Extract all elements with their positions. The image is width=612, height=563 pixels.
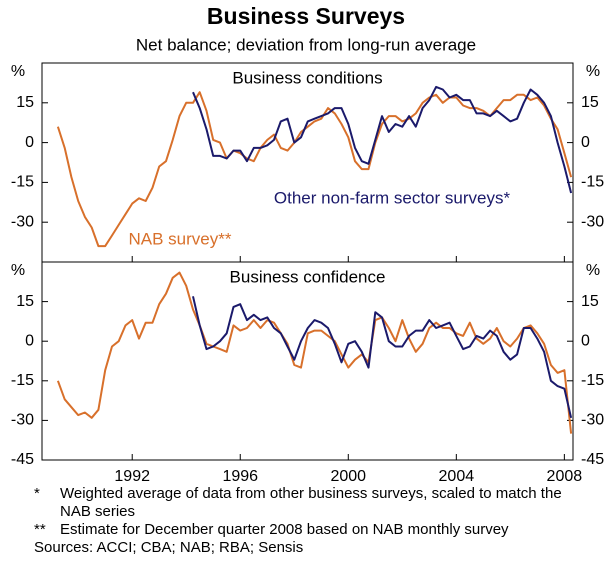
x-tick-label: 1992 — [114, 468, 150, 484]
y-unit-right: % — [586, 262, 600, 279]
chart: Business Surveys Net balance; deviation … — [11, 3, 604, 484]
y-tick-label: -15 — [11, 174, 34, 191]
x-tick-label: 1996 — [222, 468, 258, 484]
footnotes: * Weighted average of data from other bus… — [34, 485, 594, 557]
line-series — [56, 91, 573, 248]
line-series — [192, 296, 573, 419]
y-tick-label: -45 — [581, 451, 604, 468]
x-tick-label: 2000 — [330, 468, 366, 484]
panel-title: Business conditions — [232, 68, 382, 87]
y-tick-label: -30 — [581, 412, 604, 429]
footnote-marker: ** — [34, 521, 46, 538]
x-tick-label: 2004 — [439, 468, 475, 484]
series-label: NAB survey** — [129, 229, 232, 248]
footnote-marker: * — [34, 485, 40, 502]
chart-subtitle: Net balance; deviation from long-run ave… — [136, 35, 476, 54]
footnote: * Weighted average of data from other bus… — [34, 485, 594, 521]
y-unit-left: % — [11, 262, 25, 279]
plot-frame — [41, 261, 574, 461]
y-tick-label: 0 — [25, 134, 34, 151]
line-series — [192, 85, 573, 194]
y-tick-label: 15 — [16, 94, 34, 111]
y-tick-label: -15 — [581, 372, 604, 389]
chart-title: Business Surveys — [207, 3, 405, 29]
y-tick-label: 0 — [25, 332, 34, 349]
y-tick-label: 15 — [581, 94, 599, 111]
sources: Sources: ACCI; CBA; NAB; RBA; Sensis — [34, 539, 304, 556]
y-tick-label: 0 — [581, 134, 590, 151]
y-tick-label: 0 — [581, 332, 590, 349]
footnote: ** Estimate for December quarter 2008 bas… — [34, 521, 594, 539]
line-series — [56, 271, 573, 434]
y-tick-label: -45 — [11, 451, 34, 468]
panel-title: Business confidence — [230, 267, 386, 286]
footnote-text: Estimate for December quarter 2008 based… — [60, 521, 509, 538]
y-tick-label: -15 — [581, 174, 604, 191]
y-tick-label: -30 — [11, 412, 34, 429]
y-tick-label: 15 — [581, 293, 599, 310]
x-tick-label: 2008 — [547, 468, 583, 484]
y-tick-label: -30 — [581, 213, 604, 230]
y-tick-label: -30 — [11, 213, 34, 230]
plot-frame — [41, 62, 574, 263]
y-unit-left: % — [11, 63, 25, 80]
y-unit-right: % — [586, 63, 600, 80]
y-tick-label: -15 — [11, 372, 34, 389]
footnote-text: Weighted average of data from other busi… — [60, 485, 562, 520]
series-label: Other non-farm sector surveys* — [274, 188, 511, 207]
y-tick-label: 15 — [16, 293, 34, 310]
